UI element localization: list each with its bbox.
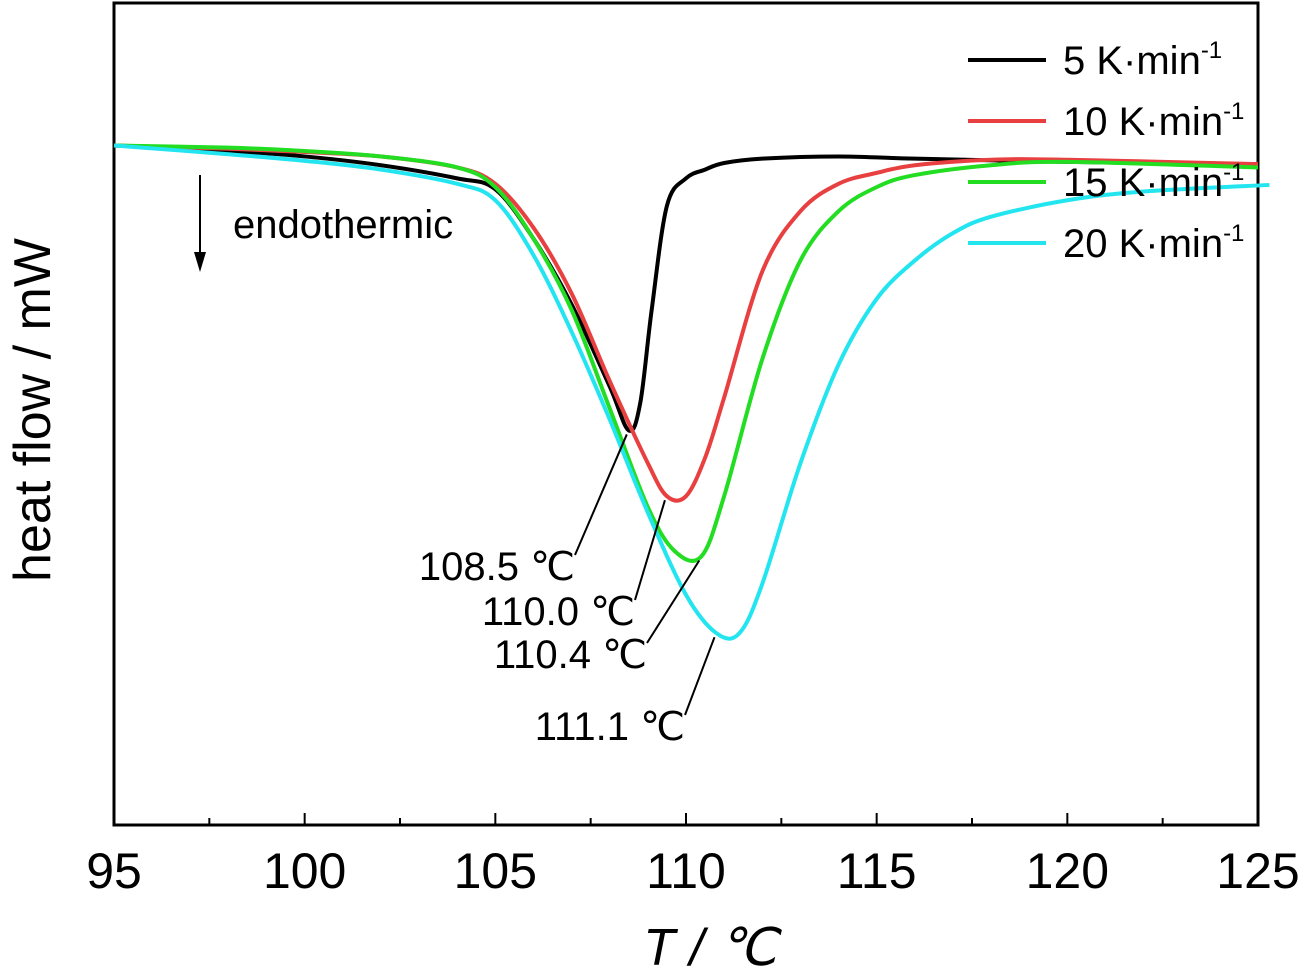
x-tick-label: 105 bbox=[454, 843, 537, 899]
peak-temperature-label: 110.4 ℃ bbox=[494, 633, 647, 677]
annotation-leader bbox=[684, 636, 716, 716]
legend: 5 K·min-1 10 K·min-1 15 K·min-1 20 K·min-1 bbox=[968, 37, 1244, 266]
series-line bbox=[113, 143, 1259, 563]
legend-label: 5 K·min-1 bbox=[1063, 37, 1222, 83]
y-axis-title: heat flow / mW bbox=[4, 238, 62, 582]
peak-temperature-label: 111.1 ℃ bbox=[535, 705, 685, 749]
endothermic-note: endothermic bbox=[194, 175, 453, 272]
x-axis-title: T / ℃ bbox=[643, 919, 782, 974]
series-line bbox=[113, 143, 1270, 641]
x-tick-label: 110 bbox=[646, 843, 726, 899]
annotation-leader bbox=[574, 434, 628, 556]
x-tick-label: 115 bbox=[837, 843, 917, 899]
arrow-head-icon bbox=[194, 252, 206, 272]
legend-label: 15 K·min-1 bbox=[1063, 159, 1244, 205]
peak-temperature-label: 108.5 ℃ bbox=[419, 545, 575, 589]
annotation-leader bbox=[646, 559, 701, 644]
x-tick-label: 120 bbox=[1026, 843, 1109, 899]
x-axis: 95 100 105 110 115 120 125 bbox=[86, 813, 1300, 899]
peak-temperature-label: 110.0 ℃ bbox=[482, 590, 635, 634]
annotation-leader bbox=[634, 499, 666, 601]
x-tick-label: 95 bbox=[86, 843, 142, 899]
x-tick-label: 125 bbox=[1216, 843, 1299, 899]
x-tick-label: 100 bbox=[263, 843, 346, 899]
legend-label: 10 K·min-1 bbox=[1063, 98, 1244, 144]
legend-label: 20 K·min-1 bbox=[1063, 220, 1244, 266]
series-layer bbox=[113, 143, 1270, 641]
endothermic-label: endothermic bbox=[233, 203, 453, 247]
series-line bbox=[113, 143, 1259, 433]
